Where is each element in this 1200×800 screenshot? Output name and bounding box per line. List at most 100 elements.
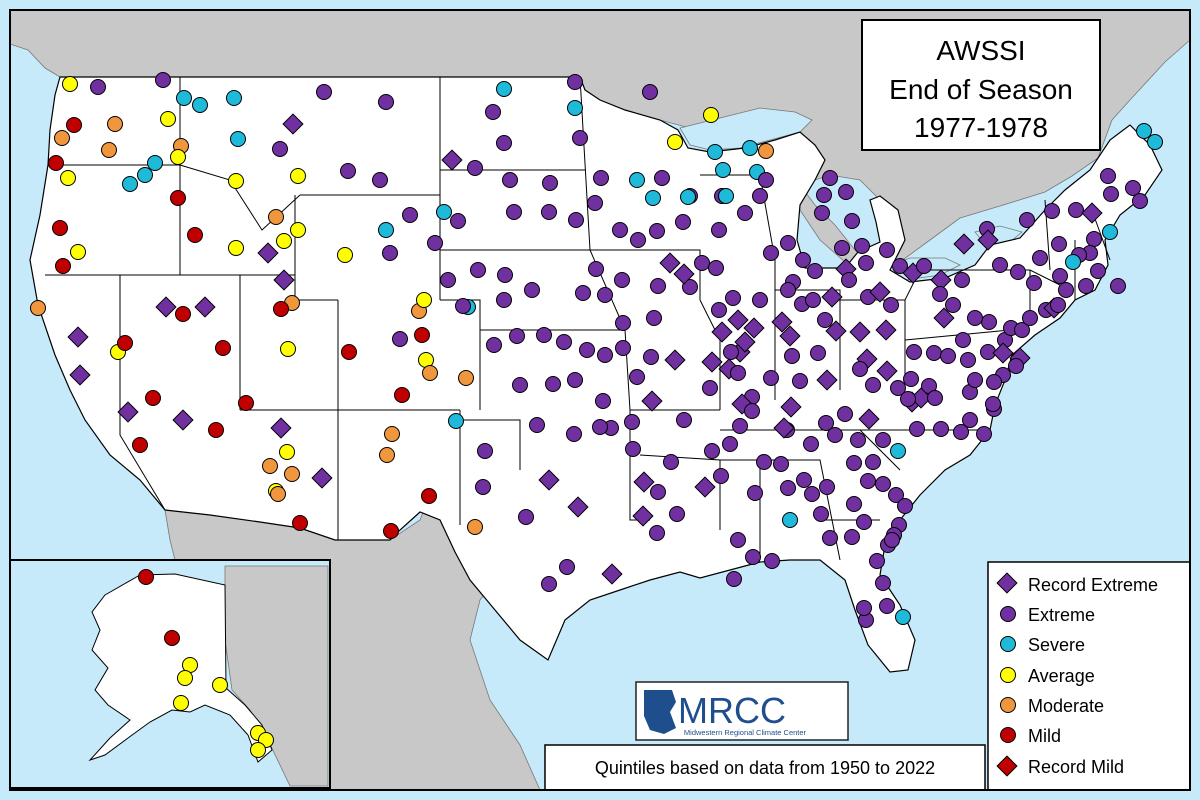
station-marker-record-extreme — [779, 325, 801, 347]
station-marker-severe — [1136, 123, 1152, 139]
station-marker-record-extreme — [771, 311, 793, 333]
station-marker-extreme — [506, 204, 522, 220]
station-marker-record-extreme — [273, 269, 295, 291]
station-marker-severe — [707, 144, 723, 160]
station-marker-moderate — [270, 486, 286, 502]
alaska-inset — [9, 559, 331, 789]
station-marker-extreme — [752, 188, 768, 204]
station-marker-record-extreme — [727, 309, 749, 331]
station-marker-severe — [122, 176, 138, 192]
station-marker-extreme — [272, 141, 288, 157]
station-marker-extreme — [486, 337, 502, 353]
station-marker-record-extreme — [567, 496, 589, 518]
station-marker-severe — [1102, 224, 1118, 240]
legend-item-record-extreme: Record Extreme — [996, 572, 1158, 595]
station-marker-mild — [215, 340, 231, 356]
station-marker-extreme — [509, 328, 525, 344]
station-marker-extreme — [1100, 168, 1116, 184]
station-marker-extreme — [615, 340, 631, 356]
station-marker-average — [290, 222, 306, 238]
station-marker-record-extreme — [858, 408, 880, 430]
station-marker-extreme — [730, 365, 746, 381]
station-marker-severe — [895, 609, 911, 625]
station-marker-extreme — [545, 376, 561, 392]
title-box: AWSSI End of Season 1977-1978 — [861, 19, 1101, 151]
station-marker-record-extreme — [977, 229, 999, 251]
station-marker-extreme — [1132, 193, 1148, 209]
station-marker-extreme — [737, 205, 753, 221]
station-marker-mild — [132, 437, 148, 453]
station-marker-extreme — [916, 258, 932, 274]
station-marker-severe — [782, 512, 798, 528]
station-marker-extreme — [624, 414, 640, 430]
station-marker-extreme — [155, 72, 171, 88]
station-marker-extreme — [694, 255, 710, 271]
station-marker-record-extreme — [816, 369, 838, 391]
station-marker-moderate — [379, 447, 395, 463]
station-marker-mild — [414, 327, 430, 343]
station-marker-record-extreme — [711, 321, 733, 343]
station-marker-record-extreme — [641, 390, 663, 412]
station-marker-moderate — [101, 142, 117, 158]
station-marker-extreme — [682, 279, 698, 295]
station-marker-moderate — [284, 466, 300, 482]
station-marker-extreme — [1008, 358, 1024, 374]
footnote-text: Quintiles based on data from 1950 to 202… — [595, 758, 935, 778]
station-marker-extreme — [542, 175, 558, 191]
station-marker-extreme — [986, 374, 1002, 390]
station-marker-mild — [394, 387, 410, 403]
station-marker-average — [170, 149, 186, 165]
station-marker-severe — [192, 97, 208, 113]
station-marker-severe — [378, 222, 394, 238]
station-marker-mild — [273, 301, 289, 317]
station-marker-average — [228, 240, 244, 256]
legend-label: Average — [1028, 666, 1095, 686]
station-marker-extreme — [954, 272, 970, 288]
station-marker-extreme — [869, 553, 885, 569]
station-marker-mild — [164, 630, 180, 646]
station-marker-extreme — [940, 348, 956, 364]
station-marker-extreme — [1103, 186, 1119, 202]
station-marker-record-extreme — [633, 471, 655, 493]
station-marker-average — [70, 244, 86, 260]
station-marker-extreme — [630, 232, 646, 248]
station-marker-extreme — [704, 443, 720, 459]
station-marker-extreme — [827, 427, 843, 443]
station-marker-record-extreme — [441, 149, 463, 171]
station-marker-extreme — [536, 327, 552, 343]
station-marker-moderate — [384, 426, 400, 442]
station-marker-average — [667, 134, 683, 150]
station-marker-extreme — [967, 372, 983, 388]
station-marker-extreme — [650, 484, 666, 500]
station-marker-extreme — [524, 282, 540, 298]
station-marker-record-extreme — [701, 351, 723, 373]
station-marker-record-extreme — [875, 319, 897, 341]
station-marker-average — [60, 170, 76, 186]
station-marker-severe — [1147, 134, 1163, 150]
station-marker-extreme — [976, 426, 992, 442]
station-marker-extreme — [518, 509, 534, 525]
station-marker-moderate — [458, 370, 474, 386]
station-marker-moderate — [467, 519, 483, 535]
station-marker-average — [173, 695, 189, 711]
station-marker-moderate — [30, 300, 46, 316]
station-marker-extreme — [568, 212, 584, 228]
station-marker-extreme — [834, 240, 850, 256]
station-marker-extreme — [614, 272, 630, 288]
station-marker-severe — [496, 81, 512, 97]
station-marker-record-extreme — [780, 396, 802, 418]
station-marker-extreme — [841, 272, 857, 288]
station-marker-extreme — [763, 370, 779, 386]
station-marker-extreme — [900, 391, 916, 407]
station-marker-record-extreme — [734, 331, 756, 353]
station-marker-average — [177, 670, 193, 686]
station-marker-record-extreme — [270, 417, 292, 439]
station-marker-extreme — [856, 600, 872, 616]
station-marker-extreme — [837, 406, 853, 422]
station-marker-extreme — [813, 506, 829, 522]
station-marker-record-extreme — [311, 467, 333, 489]
station-marker-mild — [238, 395, 254, 411]
station-marker-mild — [292, 515, 308, 531]
station-marker-moderate — [422, 365, 438, 381]
station-marker-extreme — [795, 252, 811, 268]
